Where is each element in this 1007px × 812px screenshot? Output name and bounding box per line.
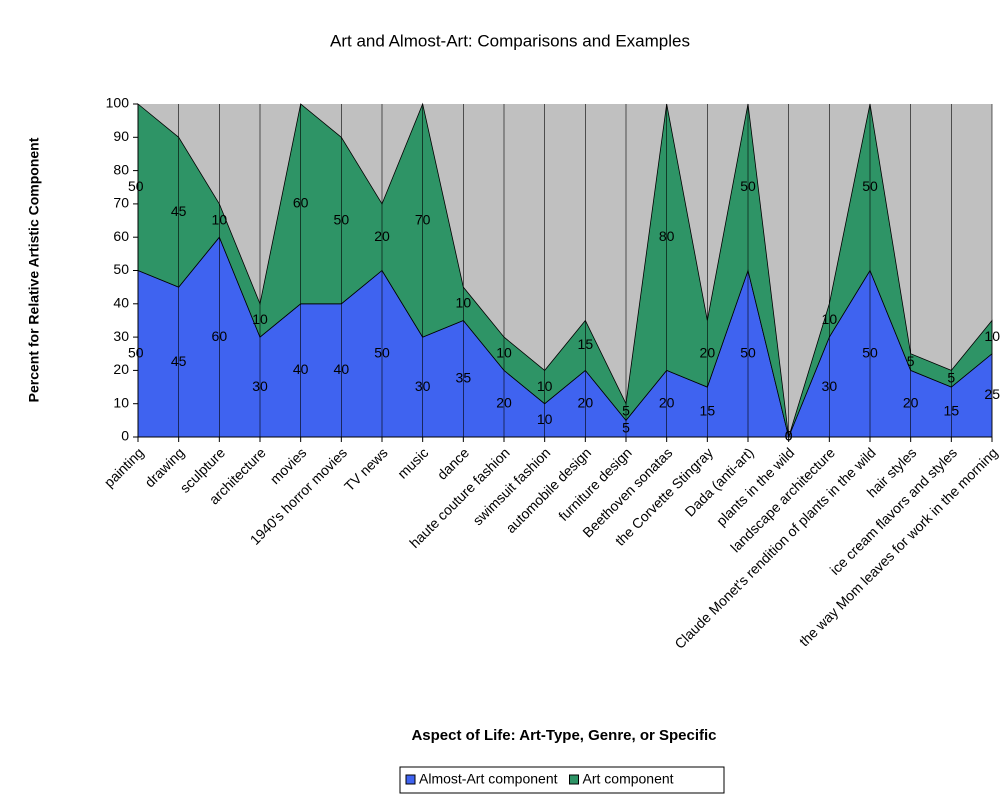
legend: Almost-Art component Art component xyxy=(399,766,725,794)
y-tick-label: 100 xyxy=(106,95,130,111)
x-tick-label: painting xyxy=(101,444,147,490)
y-axis-title: Percent for Relative Artistic Component xyxy=(26,137,42,402)
data-label: 25 xyxy=(984,386,1000,402)
y-tick-label: 0 xyxy=(121,428,129,444)
legend-label: Almost-Art component xyxy=(419,771,558,787)
y-tick-label: 60 xyxy=(113,228,129,244)
y-tick-label: 30 xyxy=(113,328,129,344)
y-tick-label: 10 xyxy=(113,394,129,410)
x-tick-label: TV news xyxy=(341,444,391,494)
x-tick-label: furniture design xyxy=(555,444,635,524)
y-tick-label: 90 xyxy=(113,128,129,144)
y-tick-label: 20 xyxy=(113,361,129,377)
legend-swatch xyxy=(569,774,579,785)
x-tick-label: music xyxy=(394,444,431,481)
y-tick-label: 80 xyxy=(113,161,129,177)
y-tick-label: 40 xyxy=(113,295,129,311)
legend-swatch xyxy=(405,774,416,785)
y-tick-label: 70 xyxy=(113,195,129,211)
data-label: 50 xyxy=(128,178,144,194)
data-label: 10 xyxy=(984,328,1000,344)
legend-box xyxy=(399,766,725,794)
y-tick-label: 50 xyxy=(113,261,129,277)
x-tick-label: dance xyxy=(434,444,472,482)
chart-title: Art and Almost-Art: Comparisons and Exam… xyxy=(330,31,690,50)
legend-label: Art component xyxy=(583,771,674,787)
x-axis-title: Aspect of Life: Art-Type, Genre, or Spec… xyxy=(411,727,716,744)
data-label: 50 xyxy=(128,344,144,360)
